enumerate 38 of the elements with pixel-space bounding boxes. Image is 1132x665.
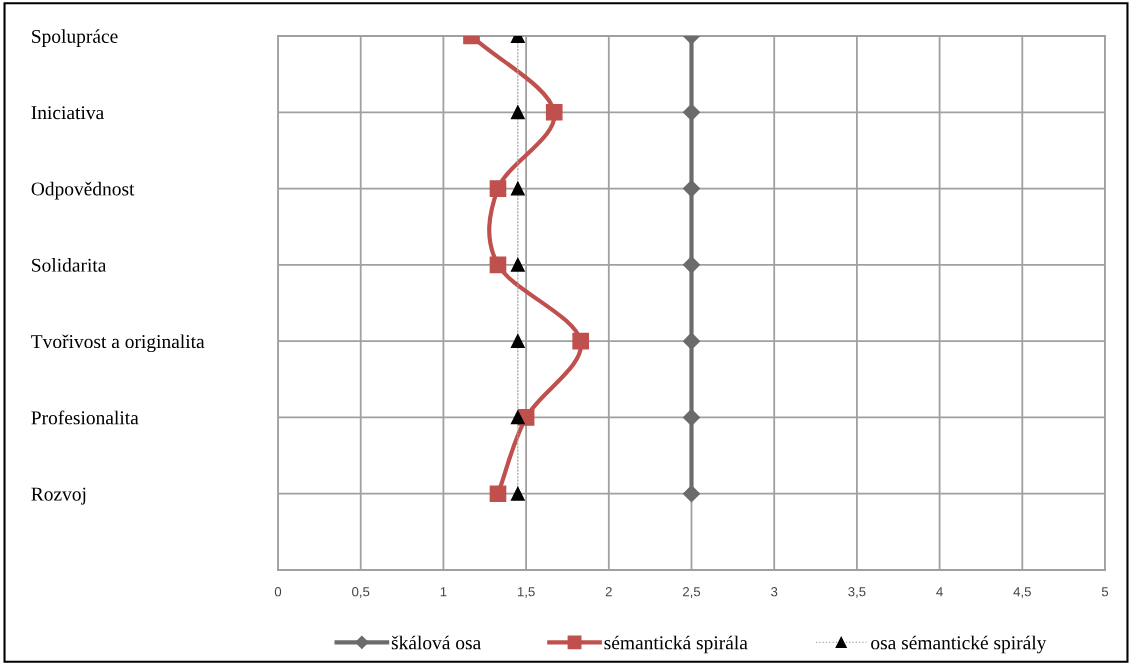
point	[682, 408, 701, 426]
point	[510, 257, 525, 272]
point	[510, 410, 525, 425]
x-tick-label: 1,5	[517, 587, 535, 598]
point	[682, 256, 701, 274]
x-tick-label: 1	[440, 587, 447, 597]
x-tick-label: 0	[274, 587, 282, 597]
x-tick-label: 2,5	[682, 587, 701, 598]
y-tick-label: Rozvoj	[31, 487, 86, 505]
legend-label: sémantická spirála	[604, 635, 748, 654]
y-tick-label: Odpovědnost	[31, 181, 135, 200]
point	[510, 181, 525, 196]
point	[682, 485, 701, 503]
y-tick-label: Iniciativa	[31, 106, 104, 120]
point	[489, 256, 507, 274]
x-tick-label: 0,5	[352, 587, 370, 598]
point	[682, 332, 701, 350]
legend-label: osa sémantické spirály	[871, 635, 1047, 654]
y-tick-label: Solidarita	[32, 258, 107, 272]
point	[510, 334, 525, 349]
x-tick-label: 2	[605, 587, 612, 597]
y-tick-label: Profesionalita	[31, 410, 139, 425]
point	[572, 332, 590, 350]
point	[510, 486, 525, 501]
point	[510, 105, 525, 120]
legend-label: škálová osa	[391, 635, 481, 650]
x-tick-label: 5	[1101, 587, 1109, 597]
point	[682, 103, 701, 121]
x-tick-label: 4,5	[1013, 587, 1031, 598]
y-tick-label: Tvořivost a originalita	[31, 334, 205, 353]
point	[545, 103, 563, 121]
y-tick-label: Spolupráce	[32, 29, 118, 47]
x-tick-label: 4	[936, 587, 943, 597]
point	[489, 485, 507, 503]
point	[489, 180, 507, 197]
point	[682, 180, 701, 198]
x-tick-label: 3	[771, 587, 778, 597]
x-tick-label: 3,5	[848, 587, 866, 598]
